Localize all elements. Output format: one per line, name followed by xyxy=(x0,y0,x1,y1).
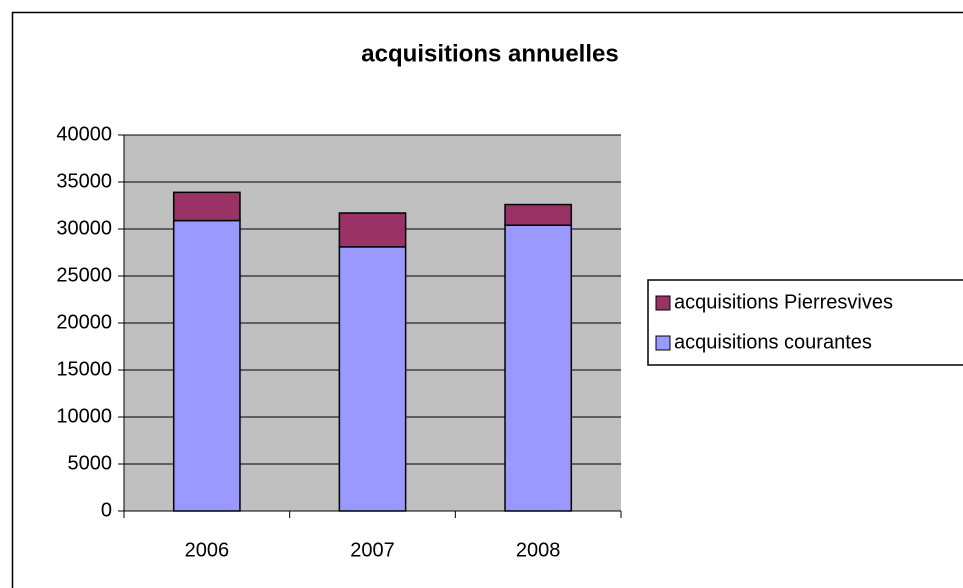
bar-segment xyxy=(338,212,407,248)
y-tick-label: 10000 xyxy=(56,405,112,427)
y-tick-label: 5000 xyxy=(68,452,113,474)
bar-segment xyxy=(172,219,241,512)
bar-segment xyxy=(504,224,573,512)
y-tick-label: 30000 xyxy=(56,217,112,239)
y-tick-label: 35000 xyxy=(56,170,112,192)
chart-title: acquisitions annuelles xyxy=(361,40,618,67)
bar-segment xyxy=(504,203,573,226)
legend-box xyxy=(647,279,963,366)
legend-label: acquisitions Pierresvives xyxy=(674,291,893,313)
y-tick-label: 25000 xyxy=(56,264,112,286)
y-tick-label: 40000 xyxy=(56,123,112,145)
y-tick-label: 15000 xyxy=(56,358,112,380)
y-tick-label: 0 xyxy=(101,499,112,521)
legend-swatch xyxy=(655,335,671,351)
x-tick-label: 2008 xyxy=(516,539,561,561)
bar-segment xyxy=(172,191,241,222)
y-tick-label: 20000 xyxy=(56,311,112,333)
bar-segment xyxy=(338,246,407,512)
x-tick-label: 2007 xyxy=(350,539,395,561)
x-tick-label: 2006 xyxy=(185,539,230,561)
legend-swatch xyxy=(655,295,671,311)
legend-label: acquisitions courantes xyxy=(674,331,872,353)
